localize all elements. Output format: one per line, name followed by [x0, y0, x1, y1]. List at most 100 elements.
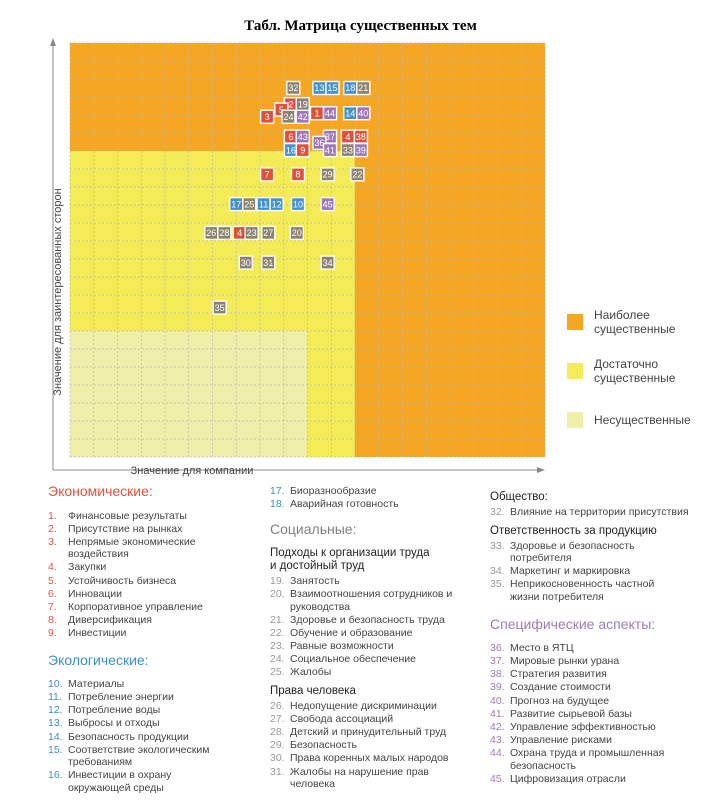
- marker-label: 18: [345, 83, 355, 93]
- marker-31: 31: [261, 255, 276, 270]
- heading-economic: Экономические:: [48, 483, 153, 499]
- marker-box: [356, 80, 371, 96]
- list-item: 22. Обучение и образование: [270, 627, 475, 640]
- marker-45: 45: [320, 196, 335, 212]
- marker-16: 16: [283, 142, 299, 158]
- legend-label: существенные: [594, 371, 676, 385]
- list-item-text: Маркетинг и маркировка: [510, 565, 631, 578]
- list-item-number: 38.: [490, 668, 505, 681]
- marker-box: [289, 225, 305, 241]
- marker-box: [353, 142, 369, 158]
- list-item-number: 14.: [48, 730, 63, 743]
- list-item-text: Недопущение дискриминации: [290, 700, 437, 713]
- list-item: 1. Финансовые результаты: [48, 510, 258, 523]
- zone-most-right: [355, 43, 545, 457]
- chart-title: Табл. Матрица существенных тем: [244, 18, 477, 34]
- social-subheading: Общество:: [490, 491, 548, 503]
- marker-label: 10: [293, 199, 303, 209]
- list-item-number: 25.: [270, 666, 285, 679]
- list-specific: 36. Место в ЯТЦ 37. Мировые рынки урана 38. С…: [490, 642, 715, 785]
- list-item: 37. Мировые рынки урана: [490, 655, 715, 668]
- legend-label: Достаточно: [594, 357, 658, 371]
- list-item-text: воздействия: [68, 548, 129, 561]
- marker-9: 9: [295, 142, 310, 158]
- marker-box: [244, 225, 259, 241]
- legend-layer: Наиболее существенныеДостаточносущественн…: [567, 308, 691, 428]
- list-item-text: Создание стоимости: [510, 681, 611, 694]
- legend-label: Несущественные: [594, 413, 691, 427]
- list-item-number: 13.: [48, 717, 63, 730]
- list-item-text: Стратегия развития: [510, 668, 607, 681]
- marker-14: 14: [343, 105, 358, 121]
- list-item: 3. Непрямые экономические воздействия: [48, 536, 258, 561]
- list-item: 32. Влияние на территории присутствия: [490, 506, 715, 519]
- column-social-specific: Общество: 32. Влияние на территории присут…: [490, 485, 715, 786]
- marker-label: 40: [358, 108, 368, 118]
- list-item-text: Присутствие на рынках: [68, 522, 183, 535]
- list-item-text: Потребление воды: [68, 704, 161, 717]
- y-axis-label: Значение для заинтересованных сторон: [52, 188, 64, 395]
- marker-label: 29: [323, 170, 333, 180]
- legend-swatch: [567, 314, 583, 330]
- list-item-text: Финансовые результаты: [68, 509, 187, 522]
- marker-label: 14: [345, 108, 355, 118]
- list-item-number: 26.: [270, 700, 285, 713]
- list-item-text: Занятость: [290, 575, 340, 588]
- legend-label: Наиболее: [594, 308, 650, 322]
- list-item-number: 21.: [270, 614, 285, 627]
- marker-label: 12: [272, 199, 282, 209]
- marker-35: 35: [212, 300, 227, 315]
- marker-label: 3: [265, 112, 270, 122]
- list-item-text: Безопасность продукции: [68, 730, 189, 743]
- social-groups-2: Общество: 32. Влияние на территории присут…: [490, 491, 715, 604]
- list-item-text: Безопасность: [290, 739, 357, 752]
- marker-box: [261, 255, 276, 270]
- list-item: 30. Права коренных малых народов: [270, 752, 475, 765]
- marker-18: 18: [343, 80, 358, 96]
- marker-26: 26: [204, 225, 219, 241]
- marker-box: [261, 225, 276, 241]
- list-item-number: 40.: [490, 694, 505, 707]
- marker-label: 21: [358, 83, 368, 93]
- list-item-number: 33.: [490, 539, 505, 552]
- list-item-number: 44.: [490, 746, 505, 759]
- marker-box: [325, 80, 340, 96]
- list-item: 24. Социальное обеспечение: [270, 653, 475, 666]
- social-subheading: Права человека: [270, 685, 356, 698]
- marker-40: 40: [356, 105, 371, 121]
- marker-13: 13: [312, 80, 327, 96]
- marker-29: 29: [320, 167, 335, 182]
- list-item-text: Детский и принудительный труд: [290, 726, 447, 739]
- marker-label: 31: [263, 258, 273, 268]
- marker-box: [269, 196, 284, 212]
- list-economic: 1. Финансовые результаты 2. Присутствие на …: [48, 510, 258, 640]
- marker-box: [238, 255, 253, 270]
- list-item-number: 34.: [490, 565, 505, 578]
- list-item-number: 24.: [270, 653, 285, 666]
- marker-label: 6: [288, 132, 293, 142]
- marker-36: 36: [312, 135, 327, 151]
- list-item-text: Соответствие экологическим: [68, 743, 210, 756]
- list-item: 20. Взаимоотношения сотрудников и руководс…: [270, 588, 475, 613]
- list-item-number: 20.: [270, 588, 285, 601]
- marker-8: 8: [290, 167, 306, 182]
- marker-label: 28: [219, 228, 229, 238]
- social-subheading: Ответственность за продукцию: [490, 524, 657, 537]
- marker-label: 25: [244, 199, 254, 209]
- list-item-text: Непрямые экономические: [68, 535, 196, 548]
- list-item: 44. Охрана труда и промышленная безопаснос…: [490, 747, 715, 772]
- list-item: 31. Жалобы на нарушение прав человека: [270, 766, 475, 791]
- list-item-number: 3.: [48, 535, 57, 548]
- list-item-text: Жалобы на нарушение прав: [290, 765, 430, 778]
- list-item-text: Жалобы: [290, 666, 332, 679]
- marker-32: 32: [286, 80, 301, 96]
- list-item: 7. Корпоративное управление: [48, 601, 258, 614]
- list-item: 38. Стратегия развития: [490, 668, 715, 681]
- x-axis-label: Значение для компании: [131, 465, 254, 477]
- marker-38: 38: [353, 129, 369, 144]
- list-item-text: окружающей среды: [68, 781, 164, 794]
- list-item-number: 39.: [490, 681, 505, 694]
- list-item-text: требованиям: [68, 756, 133, 769]
